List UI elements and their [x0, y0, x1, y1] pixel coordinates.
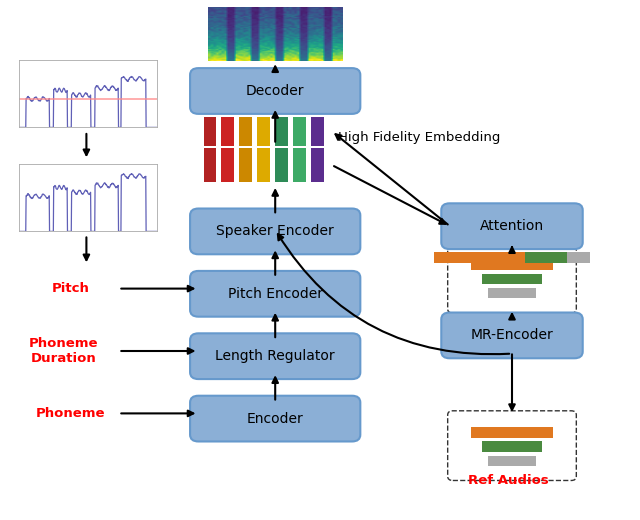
Text: Attention: Attention: [480, 219, 544, 233]
Bar: [482, 441, 542, 452]
Text: Ref Audios: Ref Audios: [468, 474, 549, 488]
Bar: [567, 252, 590, 263]
Text: Pitch Encoder: Pitch Encoder: [228, 287, 323, 301]
Bar: [239, 117, 252, 146]
Text: Phoneme
Duration: Phoneme Duration: [29, 337, 99, 365]
Bar: [257, 117, 270, 146]
Bar: [488, 456, 536, 466]
Bar: [311, 117, 324, 146]
Bar: [204, 148, 216, 182]
Bar: [471, 427, 553, 438]
Bar: [293, 148, 306, 182]
FancyBboxPatch shape: [448, 243, 577, 313]
FancyBboxPatch shape: [190, 68, 360, 114]
Bar: [275, 148, 288, 182]
FancyBboxPatch shape: [190, 333, 360, 379]
Bar: [311, 148, 324, 182]
Text: MR-Encoder: MR-Encoder: [470, 329, 554, 342]
Text: Pitch Shift: Pitch Shift: [35, 209, 105, 223]
FancyBboxPatch shape: [190, 396, 360, 441]
FancyBboxPatch shape: [442, 313, 583, 358]
Bar: [471, 260, 553, 270]
FancyBboxPatch shape: [448, 411, 577, 480]
Bar: [482, 274, 542, 284]
Bar: [257, 148, 270, 182]
Bar: [221, 148, 234, 182]
FancyBboxPatch shape: [190, 271, 360, 317]
Bar: [293, 117, 306, 146]
Text: Decoder: Decoder: [246, 84, 305, 98]
FancyBboxPatch shape: [190, 209, 360, 254]
Bar: [239, 148, 252, 182]
Text: Length Regulator: Length Regulator: [216, 349, 335, 363]
Text: Phoneme: Phoneme: [36, 407, 105, 420]
Bar: [488, 288, 536, 298]
Text: Encoder: Encoder: [247, 412, 303, 425]
Text: Speaker Encoder: Speaker Encoder: [216, 225, 334, 238]
Bar: [275, 117, 288, 146]
Bar: [204, 117, 216, 146]
FancyBboxPatch shape: [442, 203, 583, 249]
Bar: [525, 252, 567, 263]
Text: Pitch: Pitch: [51, 282, 90, 295]
Bar: [221, 117, 234, 146]
Bar: [434, 252, 525, 263]
Text: High Fidelity Embedding: High Fidelity Embedding: [338, 131, 500, 144]
